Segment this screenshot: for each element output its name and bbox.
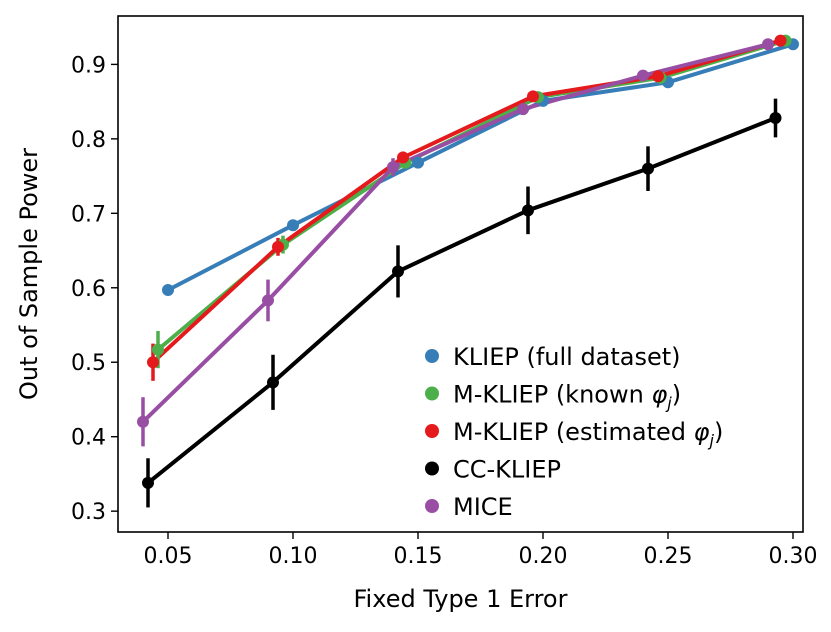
- data-point: [522, 204, 534, 217]
- data-point: [637, 69, 649, 82]
- x-tick-label: 0.20: [519, 544, 568, 569]
- legend-marker: [425, 349, 439, 363]
- legend-entry-label: KLIEP (full dataset): [453, 343, 681, 371]
- data-point: [162, 284, 174, 297]
- data-point: [287, 219, 299, 232]
- legend-marker: [425, 386, 439, 401]
- plot-frame: [117, 15, 804, 533]
- legend-marker: [425, 461, 439, 476]
- x-axis-label: Fixed Type 1 Error: [354, 585, 568, 613]
- series-line: [146, 116, 778, 485]
- data-point: [517, 103, 529, 116]
- legend-marker: [425, 424, 439, 438]
- data-point: [652, 70, 664, 83]
- legend-entry-label: M-KLIEP (estimated φj): [453, 418, 723, 450]
- series-line: [141, 42, 770, 424]
- data-point: [397, 151, 409, 164]
- data-point: [412, 156, 424, 169]
- x-tick-label: 0.05: [144, 544, 193, 569]
- y-tick-label: 0.7: [71, 202, 106, 227]
- data-point: [387, 161, 399, 174]
- data-point: [137, 415, 149, 428]
- data-point: [527, 90, 539, 103]
- data-point: [774, 34, 787, 47]
- data-point: [642, 162, 654, 175]
- legend: KLIEP (full dataset) M-KLIEP (known φj) M-…: [425, 343, 723, 521]
- legend-entry-label: M-KLIEP (known φj): [453, 381, 681, 413]
- data-point: [152, 343, 164, 356]
- series-line: [151, 38, 783, 365]
- y-tick-label: 0.9: [71, 53, 106, 78]
- y-axis-label: Out of Sample Power: [15, 148, 43, 400]
- x-tick-label: 0.30: [769, 544, 818, 569]
- y-tick-label: 0.5: [71, 351, 106, 376]
- y-tick-label: 0.8: [71, 128, 106, 153]
- data-point: [142, 476, 154, 489]
- data-point: [262, 294, 274, 307]
- legend-entry-label: MICE: [453, 493, 513, 521]
- x-tick-label: 0.25: [644, 544, 693, 569]
- legend-entry-label: CC-KLIEP: [453, 456, 561, 484]
- data-point: [762, 38, 774, 51]
- series-line: [166, 42, 795, 292]
- y-tick-label: 0.3: [71, 500, 106, 525]
- data-point: [392, 265, 404, 278]
- y-tick-label: 0.4: [71, 426, 106, 451]
- legend-marker: [425, 499, 439, 513]
- series-line: [156, 38, 788, 352]
- data-point: [267, 376, 279, 389]
- x-tick-label: 0.10: [269, 544, 318, 569]
- y-tick-label: 0.6: [71, 277, 106, 302]
- data-point: [272, 240, 284, 253]
- x-tick-label: 0.15: [394, 544, 443, 569]
- data-point: [769, 112, 782, 125]
- data-point: [147, 356, 159, 369]
